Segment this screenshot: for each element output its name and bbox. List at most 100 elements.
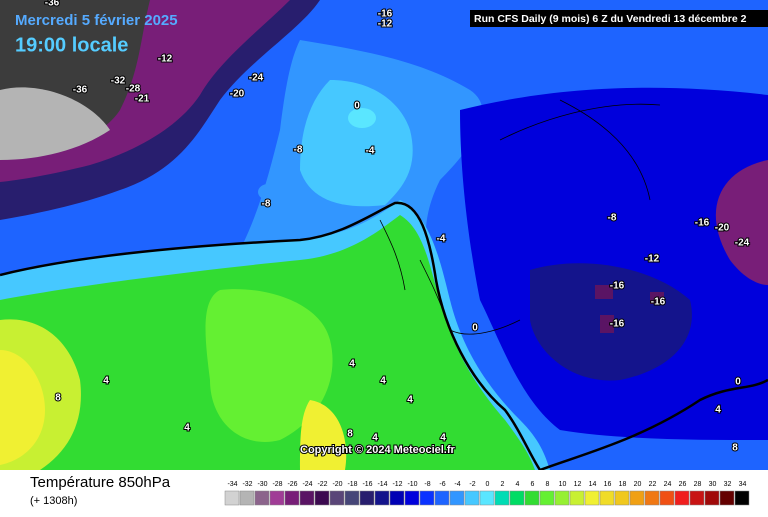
contour-label: -12 bbox=[158, 54, 173, 65]
contour-label: 4 bbox=[349, 359, 355, 370]
legend-swatch bbox=[374, 490, 390, 506]
coastline bbox=[379, 99, 661, 335]
legend-label: 26 bbox=[679, 481, 687, 488]
legend-swatch bbox=[704, 490, 720, 506]
legend-swatch bbox=[659, 490, 675, 506]
legend-swatch bbox=[434, 490, 450, 506]
legend-label: -22 bbox=[317, 481, 327, 488]
legend-swatch bbox=[239, 490, 255, 506]
contour-label: -16 bbox=[651, 297, 666, 308]
legend-swatch bbox=[359, 490, 375, 506]
cold-field bbox=[715, 160, 768, 285]
contour-label: 0 bbox=[354, 101, 360, 112]
contour-label: -4 bbox=[437, 234, 446, 245]
legend-swatch bbox=[419, 490, 435, 506]
map bbox=[0, 0, 768, 470]
legend-swatch bbox=[719, 490, 735, 506]
cold-field bbox=[0, 87, 110, 160]
copyright: Copyright © 2024 Meteociel.fr bbox=[300, 444, 456, 456]
legend-swatch bbox=[404, 490, 420, 506]
legend-label: -18 bbox=[347, 481, 357, 488]
legend-label: 20 bbox=[634, 481, 642, 488]
legend-swatch bbox=[569, 490, 585, 506]
legend-swatch bbox=[509, 490, 525, 506]
legend-swatch bbox=[284, 490, 300, 506]
legend-swatch bbox=[689, 490, 705, 506]
legend-swatch bbox=[224, 490, 240, 506]
legend-label: -10 bbox=[407, 481, 417, 488]
legend-swatch bbox=[644, 490, 660, 506]
legend-label: -24 bbox=[302, 481, 312, 488]
legend-swatch bbox=[299, 490, 315, 506]
contour-label: -28 bbox=[126, 84, 141, 95]
contour-label: -16 bbox=[610, 319, 625, 330]
contour-label: 0 bbox=[472, 323, 478, 334]
forecast-time: 19:00 locale bbox=[15, 34, 128, 56]
forecast-lead: (+ 1308h) bbox=[30, 495, 77, 507]
legend-label: 24 bbox=[664, 481, 672, 488]
legend-label: -8 bbox=[424, 481, 430, 488]
legend-swatch bbox=[344, 490, 360, 506]
warm-field bbox=[205, 289, 333, 442]
cold-field bbox=[595, 285, 664, 333]
contour-label: 4 bbox=[440, 433, 446, 444]
forecast-date: Mercredi 5 février 2025 bbox=[15, 12, 178, 29]
legend-swatch bbox=[329, 490, 345, 506]
contour-label: 4 bbox=[715, 405, 721, 416]
mild-field bbox=[348, 108, 376, 128]
contour-label: -32 bbox=[111, 76, 126, 87]
legend-swatch bbox=[479, 490, 495, 506]
contour-label: -21 bbox=[135, 94, 150, 105]
contour-label: -24 bbox=[735, 238, 750, 249]
legend-swatch bbox=[584, 490, 600, 506]
color-legend: -34 -32 -30 -28 -26 -24 -22 -20 -18 -16 -14 -12 -10-… bbox=[224, 481, 750, 506]
run-banner bbox=[470, 10, 768, 27]
legend-label: 8 bbox=[546, 481, 550, 488]
contour-label: -16 bbox=[610, 281, 625, 292]
legend-label: -20 bbox=[332, 481, 342, 488]
contour-label: -36 bbox=[73, 85, 88, 96]
legend-label: 30 bbox=[709, 481, 717, 488]
contour-label: -12 bbox=[378, 19, 393, 30]
mild-field bbox=[258, 184, 278, 200]
legend-swatch bbox=[314, 490, 330, 506]
zero-isotherm bbox=[539, 378, 768, 470]
legend-label: -6 bbox=[439, 481, 445, 488]
contour-label: -8 bbox=[262, 199, 271, 210]
contour-label: 4 bbox=[407, 395, 413, 406]
zero-isotherm bbox=[0, 201, 542, 470]
legend-swatch bbox=[269, 490, 285, 506]
legend-swatch bbox=[254, 490, 270, 506]
legend-swatch bbox=[464, 490, 480, 506]
mild-field bbox=[300, 80, 413, 207]
contour-label: -36 bbox=[45, 0, 60, 9]
legend-label: -28 bbox=[272, 481, 282, 488]
contour-label: 8 bbox=[732, 443, 738, 454]
legend-label: -30 bbox=[257, 481, 267, 488]
contour-label: -16 bbox=[695, 218, 710, 229]
legend-label: 2 bbox=[501, 481, 505, 488]
contour-label: 4 bbox=[380, 376, 386, 387]
warm-field bbox=[0, 350, 347, 470]
legend-swatch bbox=[629, 490, 645, 506]
contour-label: -12 bbox=[645, 254, 660, 265]
legend-label: 6 bbox=[531, 481, 535, 488]
legend-label: -14 bbox=[377, 481, 387, 488]
legend-label: 4 bbox=[516, 481, 520, 488]
legend-label: 0 bbox=[486, 481, 490, 488]
contour-label: 4 bbox=[372, 433, 378, 444]
contour-label: -24 bbox=[249, 73, 264, 84]
legend-swatch bbox=[449, 490, 465, 506]
contour-label: -16 bbox=[378, 9, 393, 20]
contour-labels: -36-16-12-12-24-32-36 -28-21 -200-8 -4-8-8-… bbox=[44, 0, 751, 455]
contour-label: -4 bbox=[366, 146, 375, 157]
contour-label: -8 bbox=[294, 145, 303, 156]
legend-label: -26 bbox=[287, 481, 297, 488]
run-info: Run CFS Daily (9 mois) 6 Z du Vendredi 1… bbox=[474, 13, 747, 25]
legend-swatch bbox=[734, 490, 750, 506]
legend-label: -34 bbox=[227, 481, 237, 488]
legend-label: 10 bbox=[559, 481, 567, 488]
legend-label: 14 bbox=[589, 481, 597, 488]
legend-swatch bbox=[554, 490, 570, 506]
contour-label: 8 bbox=[55, 393, 61, 404]
